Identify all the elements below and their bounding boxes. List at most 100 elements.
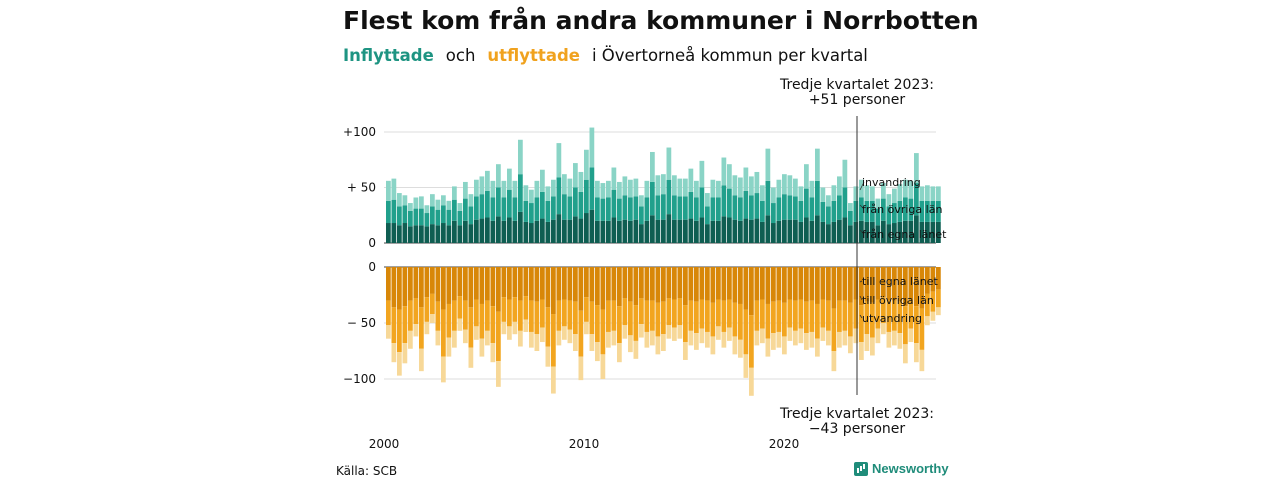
bar-out-egna: [754, 267, 760, 301]
bar-out-ovriga: [595, 305, 600, 343]
bar-in-ovriga: [688, 191, 694, 219]
bar-in-ovriga: [435, 209, 441, 226]
bar-out-utvandring: [804, 333, 809, 350]
bar-out-utvandring: [743, 354, 749, 378]
bar-in-invandring: [650, 151, 655, 182]
bar-out-utvandring: [903, 344, 908, 364]
bar-in-egna: [837, 219, 842, 243]
bar-out-utvandring: [820, 327, 826, 341]
bar-out-utvandring: [573, 334, 578, 351]
chart-labels: Tredje kvartalet 2023:+51 personerTredje…: [779, 77, 947, 437]
bar-out-egna: [842, 267, 848, 301]
bar-out-ovriga: [435, 301, 441, 331]
bar-out-ovriga: [424, 297, 430, 322]
bar-out-ovriga: [859, 305, 864, 343]
bar-out-utvandring: [589, 334, 595, 351]
bar-in-egna: [776, 220, 782, 243]
bar-out-utvandring: [435, 330, 441, 346]
bar-in-ovriga: [760, 200, 765, 222]
bar-out-egna: [886, 267, 892, 301]
bar-in-ovriga: [606, 197, 611, 221]
bar-out-egna: [688, 267, 694, 301]
bar-in-egna: [903, 220, 908, 243]
bar-in-ovriga: [903, 197, 908, 221]
bar-out-ovriga: [468, 307, 474, 348]
bar-out-egna: [578, 267, 584, 311]
bar-out-egna: [457, 267, 463, 297]
bar-in-ovriga: [749, 195, 754, 220]
bar-in-egna: [402, 223, 408, 243]
subtitle-och: och: [445, 46, 476, 65]
bar-out-utvandring: [760, 328, 765, 344]
bar-in-ovriga: [622, 195, 628, 220]
bar-out-ovriga: [485, 300, 490, 331]
bar-in-ovriga: [661, 194, 666, 220]
bar-in-invandring: [600, 183, 606, 199]
bar-in-ovriga: [474, 196, 479, 220]
bar-out-egna: [485, 267, 490, 301]
bar-in-ovriga: [589, 167, 595, 210]
bar-in-ovriga: [793, 196, 798, 220]
bar-in-invandring: [589, 127, 595, 168]
bar-in-egna: [738, 220, 743, 243]
y-tick-bottom: − 50: [347, 316, 376, 330]
inflow-bars: [386, 127, 941, 243]
bar-in-invandring: [870, 186, 875, 201]
bar-out-ovriga: [908, 299, 914, 329]
bar-out-egna: [804, 267, 809, 302]
bar-in-invandring: [721, 157, 727, 186]
bar-in-egna: [749, 219, 754, 243]
bar-out-ovriga: [589, 301, 595, 335]
bar-in-invandring: [677, 178, 683, 197]
bar-in-invandring: [534, 180, 540, 198]
bar-out-utvandring: [457, 318, 463, 331]
bar-out-ovriga: [633, 305, 639, 341]
bar-in-invandring: [545, 186, 551, 201]
bar-in-egna: [644, 220, 650, 243]
bar-in-invandring: [683, 178, 688, 197]
newsworthy-logo[interactable]: Newsworthy: [854, 461, 949, 476]
bar-out-utvandring: [534, 334, 540, 351]
bar-in-invandring: [743, 167, 749, 191]
bar-out-egna: [617, 267, 622, 307]
y-tick-top: +100: [343, 125, 376, 139]
bar-out-egna: [831, 267, 837, 309]
bar-in-egna: [688, 218, 694, 243]
bar-out-egna: [501, 267, 507, 298]
bar-out-egna: [540, 267, 545, 300]
bar-out-utvandring: [606, 331, 611, 348]
bar-out-ovriga: [617, 306, 622, 344]
bar-out-egna: [897, 267, 903, 302]
bar-in-ovriga: [639, 206, 644, 225]
bar-out-utvandring: [908, 328, 914, 343]
bar-out-utvandring: [463, 329, 468, 344]
bar-in-invandring: [424, 205, 430, 214]
bar-out-utvandring: [732, 336, 738, 355]
bar-in-invandring: [644, 180, 650, 198]
bar-out-egna: [666, 267, 672, 299]
bar-out-utvandring: [562, 326, 567, 340]
bar-in-ovriga: [408, 210, 413, 227]
bar-in-ovriga: [529, 203, 534, 224]
bar-out-utvandring: [694, 333, 699, 350]
bar-in-invandring: [507, 168, 512, 190]
bar-in-invandring: [402, 195, 408, 206]
label-leader: [859, 314, 863, 319]
bar-out-ovriga: [496, 311, 501, 362]
bar-out-utvandring: [848, 336, 853, 354]
bar-out-ovriga: [611, 300, 617, 331]
bar-out-egna: [650, 267, 655, 301]
bar-in-invandring: [886, 194, 892, 207]
bar-out-egna: [413, 267, 419, 299]
bar-in-ovriga: [925, 200, 930, 222]
bar-in-egna: [853, 221, 859, 243]
bar-in-invandring: [540, 169, 545, 192]
bar-out-egna: [562, 267, 567, 300]
bar-in-invandring: [837, 176, 842, 196]
bar-in-egna: [771, 223, 776, 243]
bar-out-ovriga: [507, 299, 512, 327]
bar-in-egna: [782, 219, 787, 243]
bar-in-egna: [474, 219, 479, 243]
bar-out-ovriga: [930, 291, 936, 312]
